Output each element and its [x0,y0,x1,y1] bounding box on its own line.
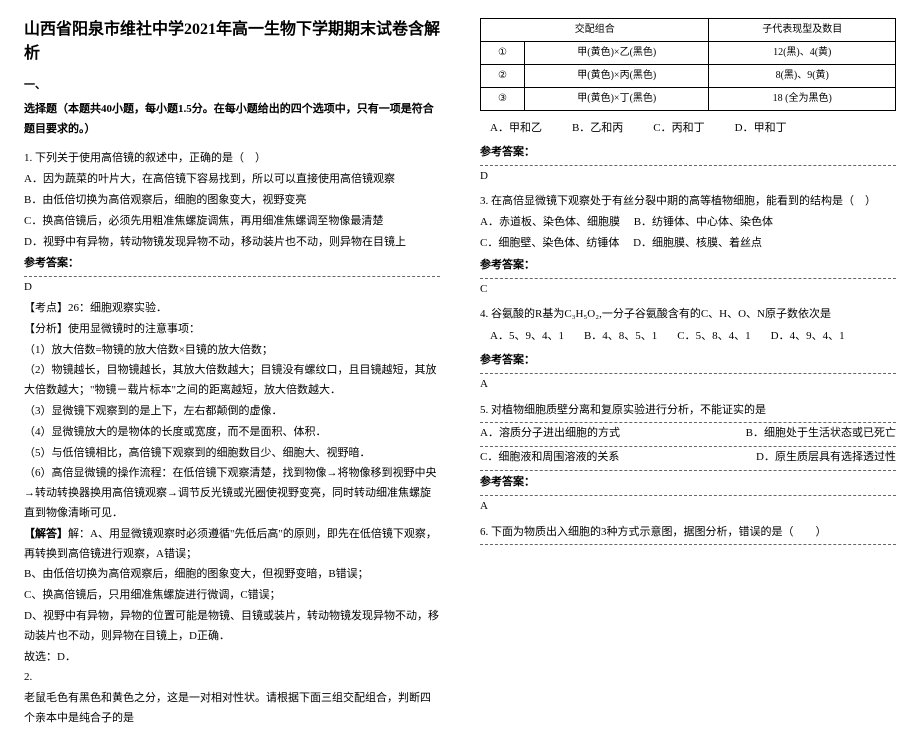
q1-solve1: 解：A、用显微镜观察时必须遵循"先低后高"的原则，即先在低倍镜下观察，再转换到高… [24,528,437,560]
q3-ans: C [480,280,896,300]
q1-solve5: 故选：D． [24,648,440,668]
q1-solve4: D、视野中有异物，异物的位置可能是物镜、目镜或装片，转动物镜发现异物不动，移动装… [24,607,440,647]
q1-exp8: （6）高倍显微镜的操作流程：在低倍镜下观察清楚，找到物像→将物像移到视野中央→转… [24,464,440,523]
q1-exp2: 【分析】使用显微镜时的注意事项： [24,320,440,340]
q1-solve-label: 【解答】 [24,528,68,540]
divider [480,470,896,471]
q5-opt-d: D．原生质层具有选择透过性 [756,448,896,468]
q1-ans-label: 参考答案： [24,254,440,274]
q6-stem: 6. 下面为物质出入细胞的3种方式示意图，据图分析，错误的是（ ） [480,523,896,543]
q4-opt-d: D．4、9、4、1 [771,327,845,347]
right-column: 交配组合 子代表现型及数目 ① 甲(黄色)×乙(黑色) 12(黑)、4(黄) ②… [480,18,896,633]
q5-opt-b: B．细胞处于生活状态或已死亡 [746,424,896,444]
q1-opt-b: B．由低倍切换为高倍观察后，细胞的图象变大，视野变亮 [24,191,440,211]
doc-title: 山西省阳泉市维社中学2021年高一生物下学期期末试卷含解析 [24,18,440,66]
q3-opt-d: D．细胞膜、核膜、着丝点 [633,237,762,249]
cell-r1c1: ① [481,42,525,65]
q1-stem: 1. 下列关于使用高倍镜的叙述中，正确的是（ ） [24,149,440,169]
cell-r2c2: 甲(黄色)×丙(黑色) [525,65,709,88]
cell-r3c2: 甲(黄色)×丁(黑色) [525,88,709,111]
q4-ans: A [480,375,896,395]
cell-r1c3: 12(黑)、4(黄) [709,42,896,65]
q3-opt-a: A．赤道板、染色体、细胞膜 [480,216,620,228]
q4-opt-c: C．5、8、4、1 [677,327,750,347]
divider [480,544,896,545]
cell-r3c1: ③ [481,88,525,111]
divider [480,373,896,374]
q5-stem: 5. 对植物细胞质壁分离和复原实验进行分析，不能证实的是 [480,401,896,421]
divider [480,278,896,279]
q2-stem: 老鼠毛色有黑色和黄色之分，这是一对相对性状。请根据下面三组交配组合，判断四个亲本… [24,689,440,729]
q2-ans-label: 参考答案： [480,143,896,163]
th-offspring: 子代表现型及数目 [709,19,896,42]
divider [480,495,896,496]
divider [24,276,440,277]
left-column: 山西省阳泉市维社中学2021年高一生物下学期期末试卷含解析 一、 选择题（本题共… [24,18,440,633]
q1-exp7: （5）与低倍镜相比，高倍镜下观察到的细胞数目少、细胞大、视野暗． [24,444,440,464]
q1-opt-d: D．视野中有异物，转动物镜发现异物不动，移动装片也不动，则异物在目镜上 [24,233,440,253]
q2-opt-d: D．甲和丁 [735,119,787,139]
cell-r2c3: 8(黑)、9(黄) [709,65,896,88]
extra-2: 2. [24,668,440,688]
q2-ans: D [480,167,896,187]
q4-stem: 4. 谷氨酸的R基为C₃H₅O₂,一分子谷氨酸含有的C、H、O、N原子数依次是 [480,305,896,325]
q2-opt-b: B．乙和丙 [572,119,623,139]
divider [480,165,896,166]
q1-exp3: （1）放大倍数=物镜的放大倍数×目镜的放大倍数； [24,341,440,361]
q3-ans-label: 参考答案： [480,256,896,276]
divider [480,422,896,423]
q3-stem: 3. 在高倍显微镜下观察处于有丝分裂中期的高等植物细胞，能看到的结构是（ ） [480,192,896,212]
q1-exp1: 【考点】26：细胞观察实验． [24,299,440,319]
q1-solve3: C、换高倍镜后，只用细准焦螺旋进行微调，C错误； [24,586,440,606]
q2-options: A．甲和乙 B．乙和丙 C．丙和丁 D．甲和丁 [490,119,896,139]
q4-options: A．5、9、4、1 B．4、8、5、1 C．5、8、4、1 D．4、9、4、1 [490,327,896,347]
q5-opt-c: C．细胞液和周围溶液的关系 [480,448,619,468]
q2-opt-c: C．丙和丁 [653,119,704,139]
cell-r3c3: 18 (全为黑色) [709,88,896,111]
q1-opt-a: A．因为蔬菜的叶片大，在高倍镜下容易找到，所以可以直接使用高倍镜观察 [24,170,440,190]
q1-opt-c: C．换高倍镜后，必须先用粗准焦螺旋调焦，再用细准焦螺调至物像最清楚 [24,212,440,232]
th-combo: 交配组合 [481,19,709,42]
q2-opt-a: A．甲和乙 [490,119,542,139]
q1-exp5: （3）显微镜下观察到的是上下，左右都颠倒的虚像． [24,402,440,422]
q1-exp6: （4）显微镜放大的是物体的长度或宽度，而不是面积、体积． [24,423,440,443]
q1-exp4: （2）物镜越长，目物镜越长，其放大倍数越大；目镜没有螺纹口，且目镜越短，其放大倍… [24,361,440,401]
cell-r2c1: ② [481,65,525,88]
section-label: 一、 [24,76,440,96]
q1-solve2: B、由低倍切换为高倍观察后，细胞的图象变大，但视野变暗，B错误； [24,565,440,585]
q1-ans: D [24,278,440,298]
q5-opt-a: A．溶质分子进出细胞的方式 [480,424,620,444]
q4-opt-a: A．5、9、4、1 [490,327,564,347]
q3-opt-c: C．细胞壁、染色体、纺锤体 [480,237,619,249]
cross-table: 交配组合 子代表现型及数目 ① 甲(黄色)×乙(黑色) 12(黑)、4(黄) ②… [480,18,896,111]
divider [480,446,896,447]
cell-r1c2: 甲(黄色)×乙(黑色) [525,42,709,65]
q3-opt-b: B．纺锤体、中心体、染色体 [634,216,773,228]
mc-instructions: 选择题（本题共40小题，每小题1.5分。在每小题给出的四个选项中，只有一项是符合… [24,100,440,140]
q4-ans-label: 参考答案： [480,351,896,371]
q5-ans-label: 参考答案： [480,473,896,493]
q5-ans: A [480,497,896,517]
q4-opt-b: B．4、8、5、1 [584,327,657,347]
